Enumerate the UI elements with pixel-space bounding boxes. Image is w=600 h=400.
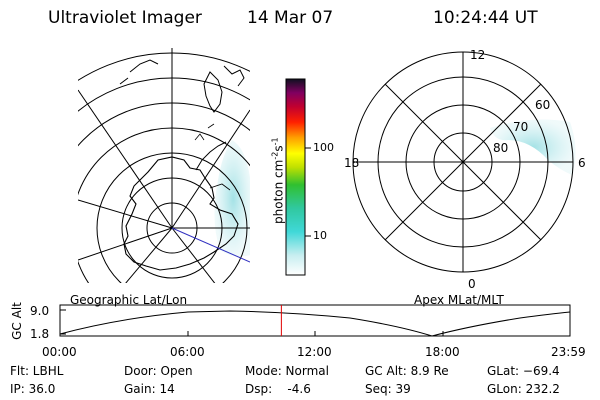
- mode-info: Mode: Normal: [245, 364, 329, 378]
- colorbar-tick-100: 100: [313, 141, 334, 154]
- colorbar-unit-exp2: -1: [270, 137, 280, 146]
- time-label: 10:24:44 UT: [433, 8, 538, 28]
- orbit-x-tick-1800: 18:00: [425, 345, 460, 359]
- seq-info: Seq: 39: [365, 382, 411, 396]
- satellite-nadir-line: [171, 227, 250, 263]
- mlt-label-12: 12: [470, 48, 486, 62]
- dsp-info: Dsp: -4.6: [245, 382, 311, 396]
- filter-info: Flt: LBHL: [10, 364, 64, 378]
- colorbar-unit-main: photon cm: [271, 159, 286, 224]
- colorbar-unit-s: s: [271, 145, 286, 152]
- colorbar-tick-10: 10: [313, 229, 327, 242]
- orbit-x-tick-2359: 23:59: [551, 345, 586, 359]
- instrument-title: Ultraviolet Imager: [48, 8, 202, 28]
- orbit-x-tick-0000: 00:00: [42, 345, 77, 359]
- orbit-altitude-curve: [59, 310, 571, 337]
- colorbar: [285, 78, 311, 276]
- aurora-emission-polar: [490, 119, 576, 175]
- glon-info: GLon: 232.2: [487, 382, 560, 396]
- colorbar-unit-label: photon cm-2s-1: [260, 125, 286, 245]
- polar-plot-title: Apex MLat/MLT: [414, 293, 504, 307]
- ip-info: IP: 36.0: [10, 382, 56, 396]
- orbit-y-tick-bottom: 1.8: [30, 327, 50, 341]
- mlt-label-18: 18: [344, 156, 360, 170]
- antarctica-coastline: [123, 156, 239, 271]
- colorbar-unit-exp1: -2: [270, 151, 280, 160]
- door-info: Door: Open: [124, 364, 193, 378]
- glat-info: GLat: −69.4: [487, 364, 560, 378]
- orbit-y-tick-top: 9.0: [30, 304, 50, 318]
- gc-alt-info: GC Alt: 8.9 Re: [365, 364, 449, 378]
- orbit-x-tick-1200: 12:00: [297, 345, 332, 359]
- mlat-label-80: 80: [493, 141, 509, 155]
- gain-info: Gain: 14: [124, 382, 175, 396]
- geo-plot-title: Geographic Lat/Lon: [70, 293, 188, 307]
- orbit-y-axis-label: GC Alt: [10, 302, 24, 340]
- date-label: 14 Mar 07: [247, 8, 334, 28]
- mlt-label-0: 0: [468, 277, 476, 291]
- orbit-x-tick-0600: 06:00: [170, 345, 205, 359]
- orbit-altitude-plot: [59, 304, 571, 337]
- south-america-coastline: [203, 65, 245, 113]
- mlat-label-70: 70: [513, 120, 529, 134]
- geographic-map: [78, 48, 250, 283]
- polar-mlat-mlt-plot: [352, 51, 576, 273]
- mlat-label-60: 60: [535, 98, 551, 112]
- aurora-emission-geo: [214, 140, 250, 257]
- mlt-label-6: 6: [578, 156, 586, 170]
